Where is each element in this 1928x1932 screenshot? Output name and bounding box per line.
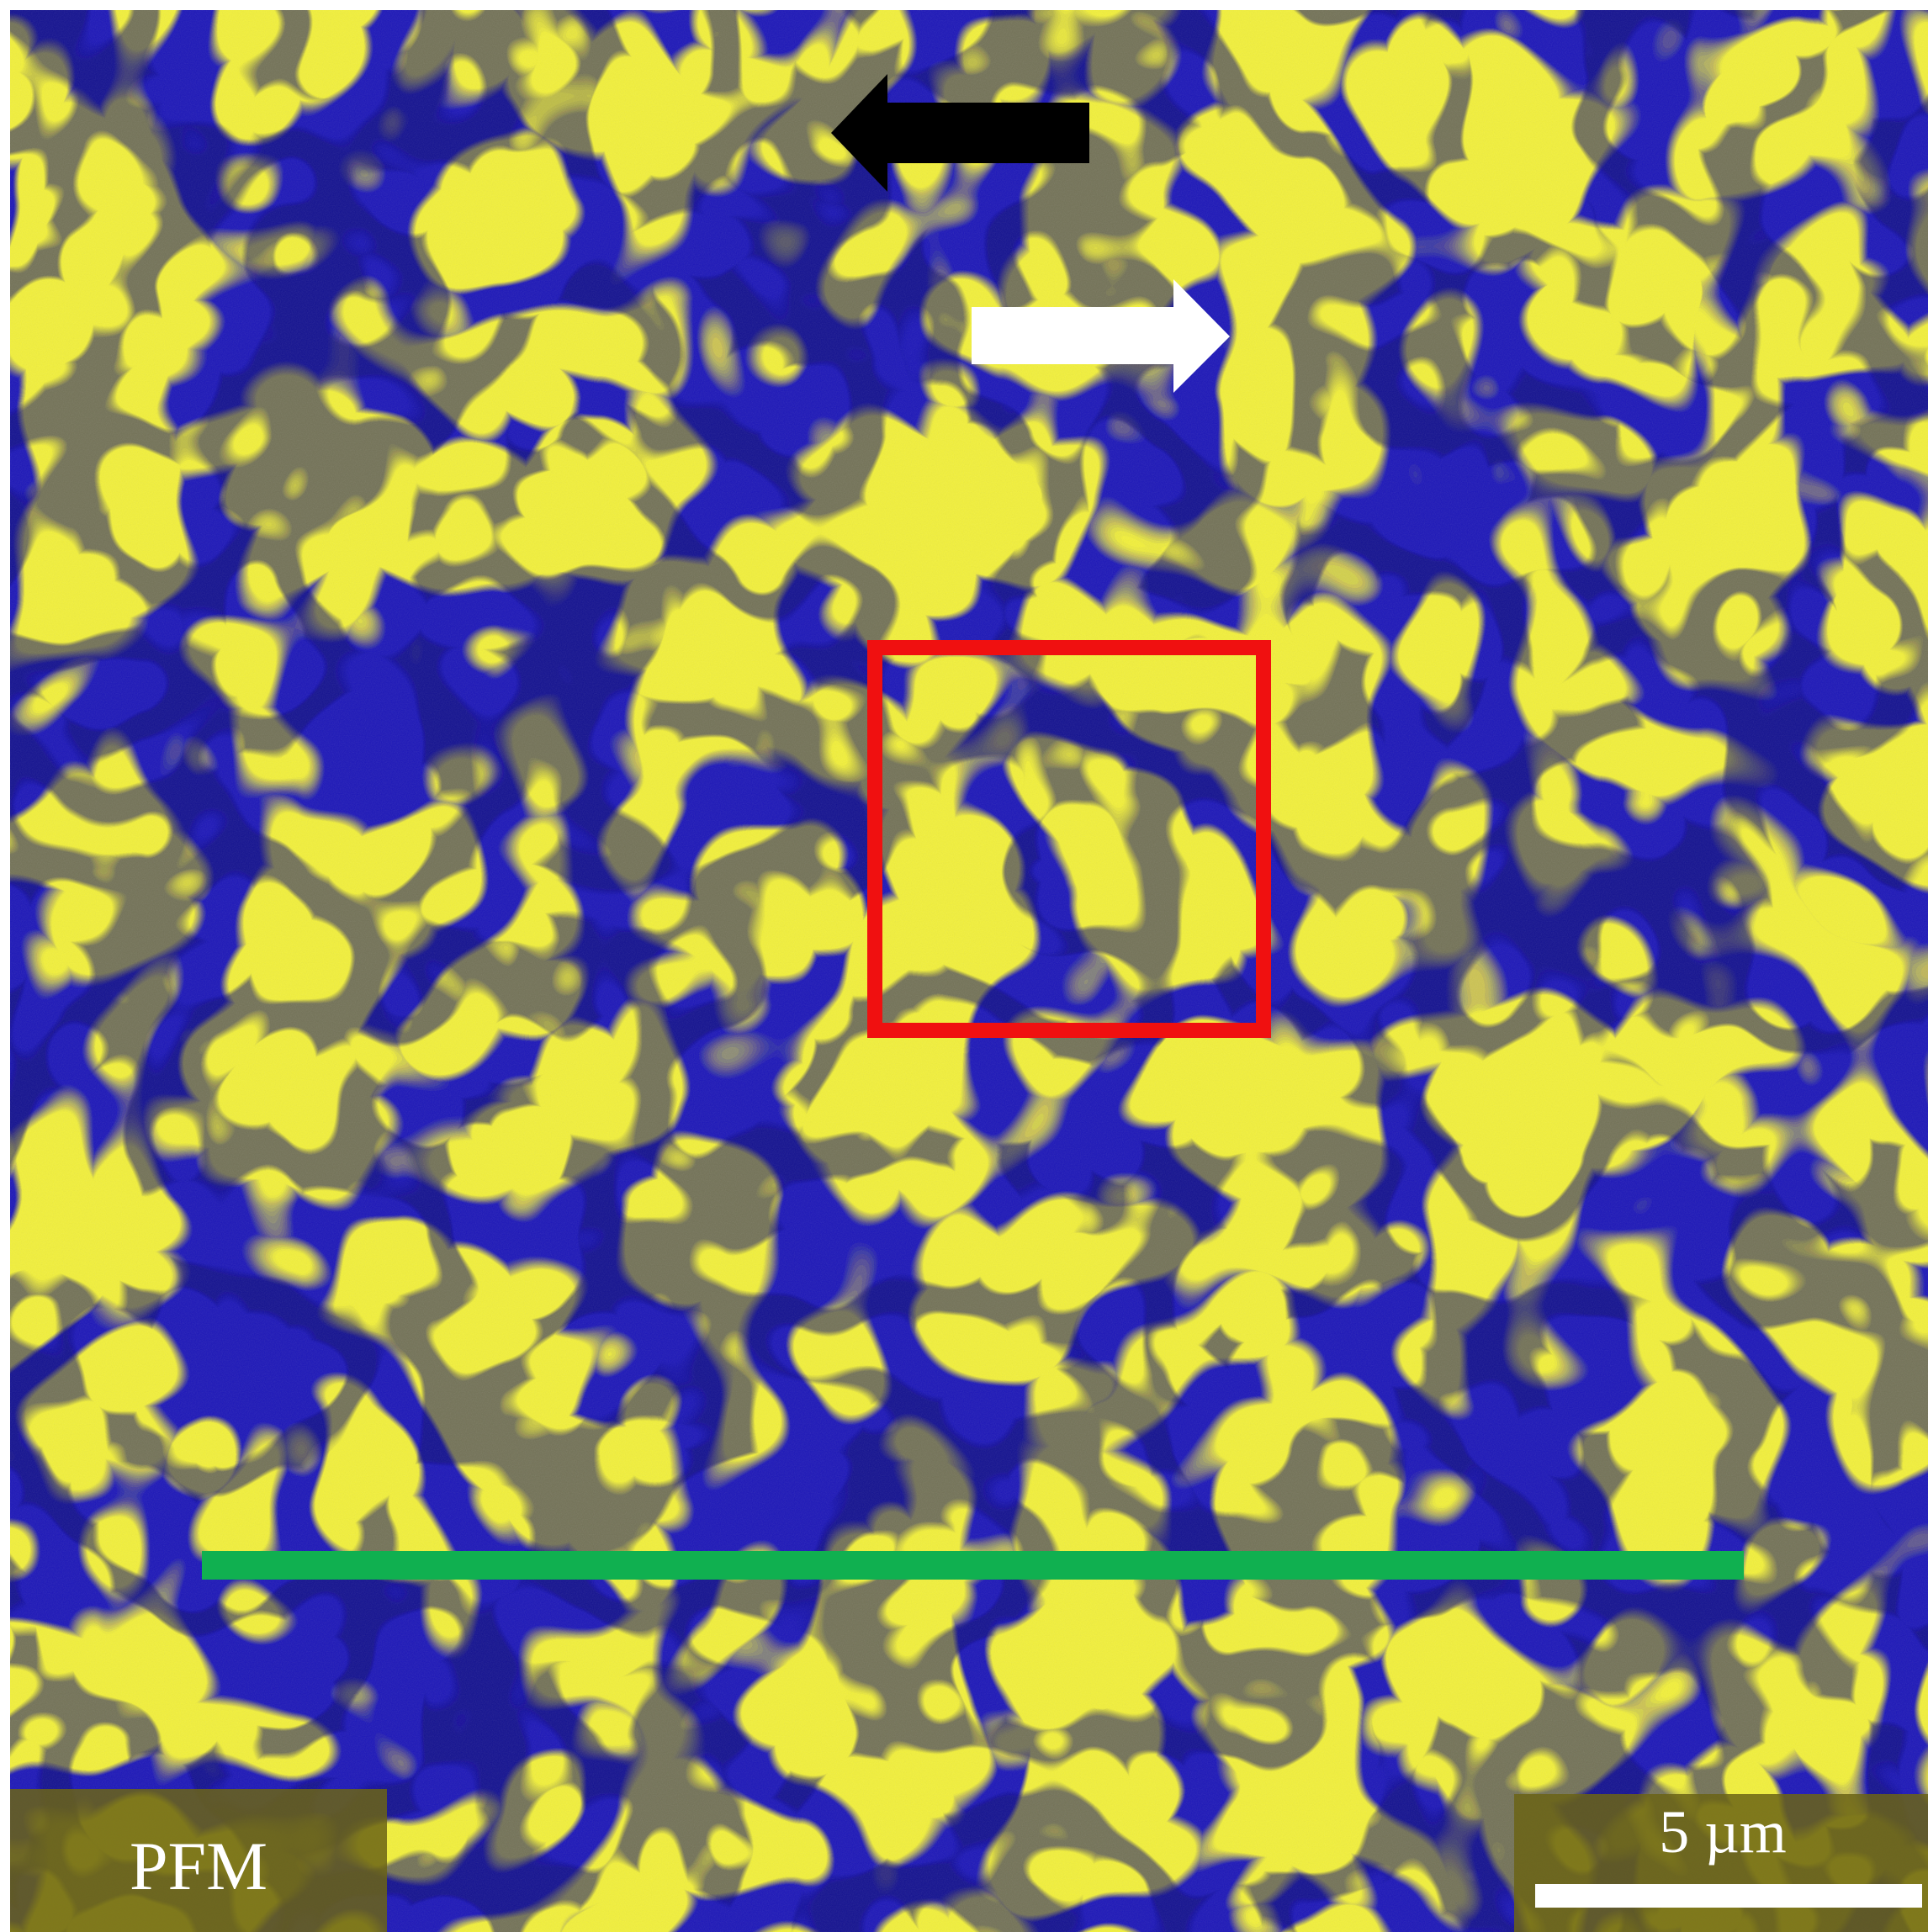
scale-bar-panel: 5 µm (1514, 1794, 1928, 1932)
mode-label-background (10, 1789, 387, 1932)
arrow-right-icon (972, 279, 1230, 393)
highlight-box (867, 640, 1271, 1038)
speckle-noise (10, 10, 1928, 1932)
scale-bar (1535, 1884, 1922, 1908)
mode-label: PFM (130, 1828, 267, 1904)
arrow-left-icon (831, 74, 1089, 192)
scale-bar-background (1514, 1794, 1928, 1932)
line-marker (202, 1551, 1744, 1580)
mode-label-panel: PFM (10, 1789, 387, 1932)
scale-bar-label: 5 µm (1659, 1798, 1787, 1866)
